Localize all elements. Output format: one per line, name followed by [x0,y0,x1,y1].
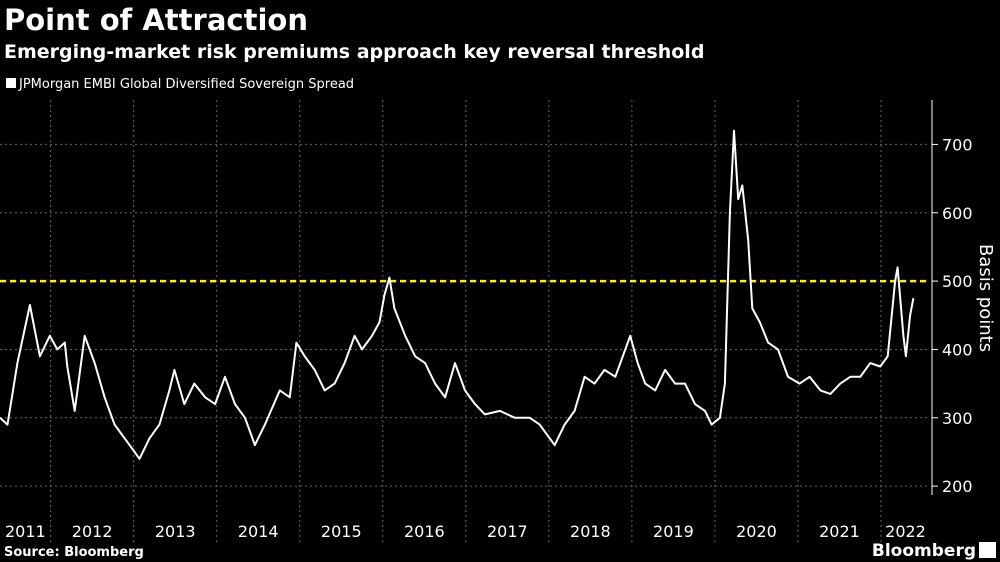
x-tick-label: 2018 [570,522,611,541]
x-tick-label: 2017 [487,522,528,541]
x-tick-label: 2011 [5,522,46,541]
x-tick-label: 2012 [72,522,113,541]
series-line [0,129,915,460]
y-axis-label: Basis points [975,244,996,352]
legend-swatch [6,78,16,88]
chart-title: Point of Attraction [4,3,308,37]
x-tick-label: 2015 [321,522,362,541]
x-tick-label: 2021 [819,522,860,541]
y-tick-label: 500 [942,272,973,291]
y-tick-label: 300 [942,409,973,428]
y-tick-label: 700 [942,135,973,154]
y-tick-label: 400 [942,340,973,359]
x-tick-label: 2014 [238,522,279,541]
x-tick-label: 2019 [653,522,694,541]
x-tick-label: 2013 [155,522,196,541]
legend-label: JPMorgan EMBI Global Diversified Soverei… [18,77,354,92]
brand-logo: Bloomberg [872,541,976,561]
brand-icon [979,542,996,558]
x-tick-label: 2016 [404,522,445,541]
chart-subtitle: Emerging-market risk premiums approach k… [4,41,704,63]
y-tick-label: 200 [942,477,973,496]
x-tick-label: 2020 [736,522,777,541]
y-tick-label: 600 [942,204,973,223]
x-tick-label: 2022 [885,522,926,541]
source-note: Source: Bloomberg [4,545,144,560]
